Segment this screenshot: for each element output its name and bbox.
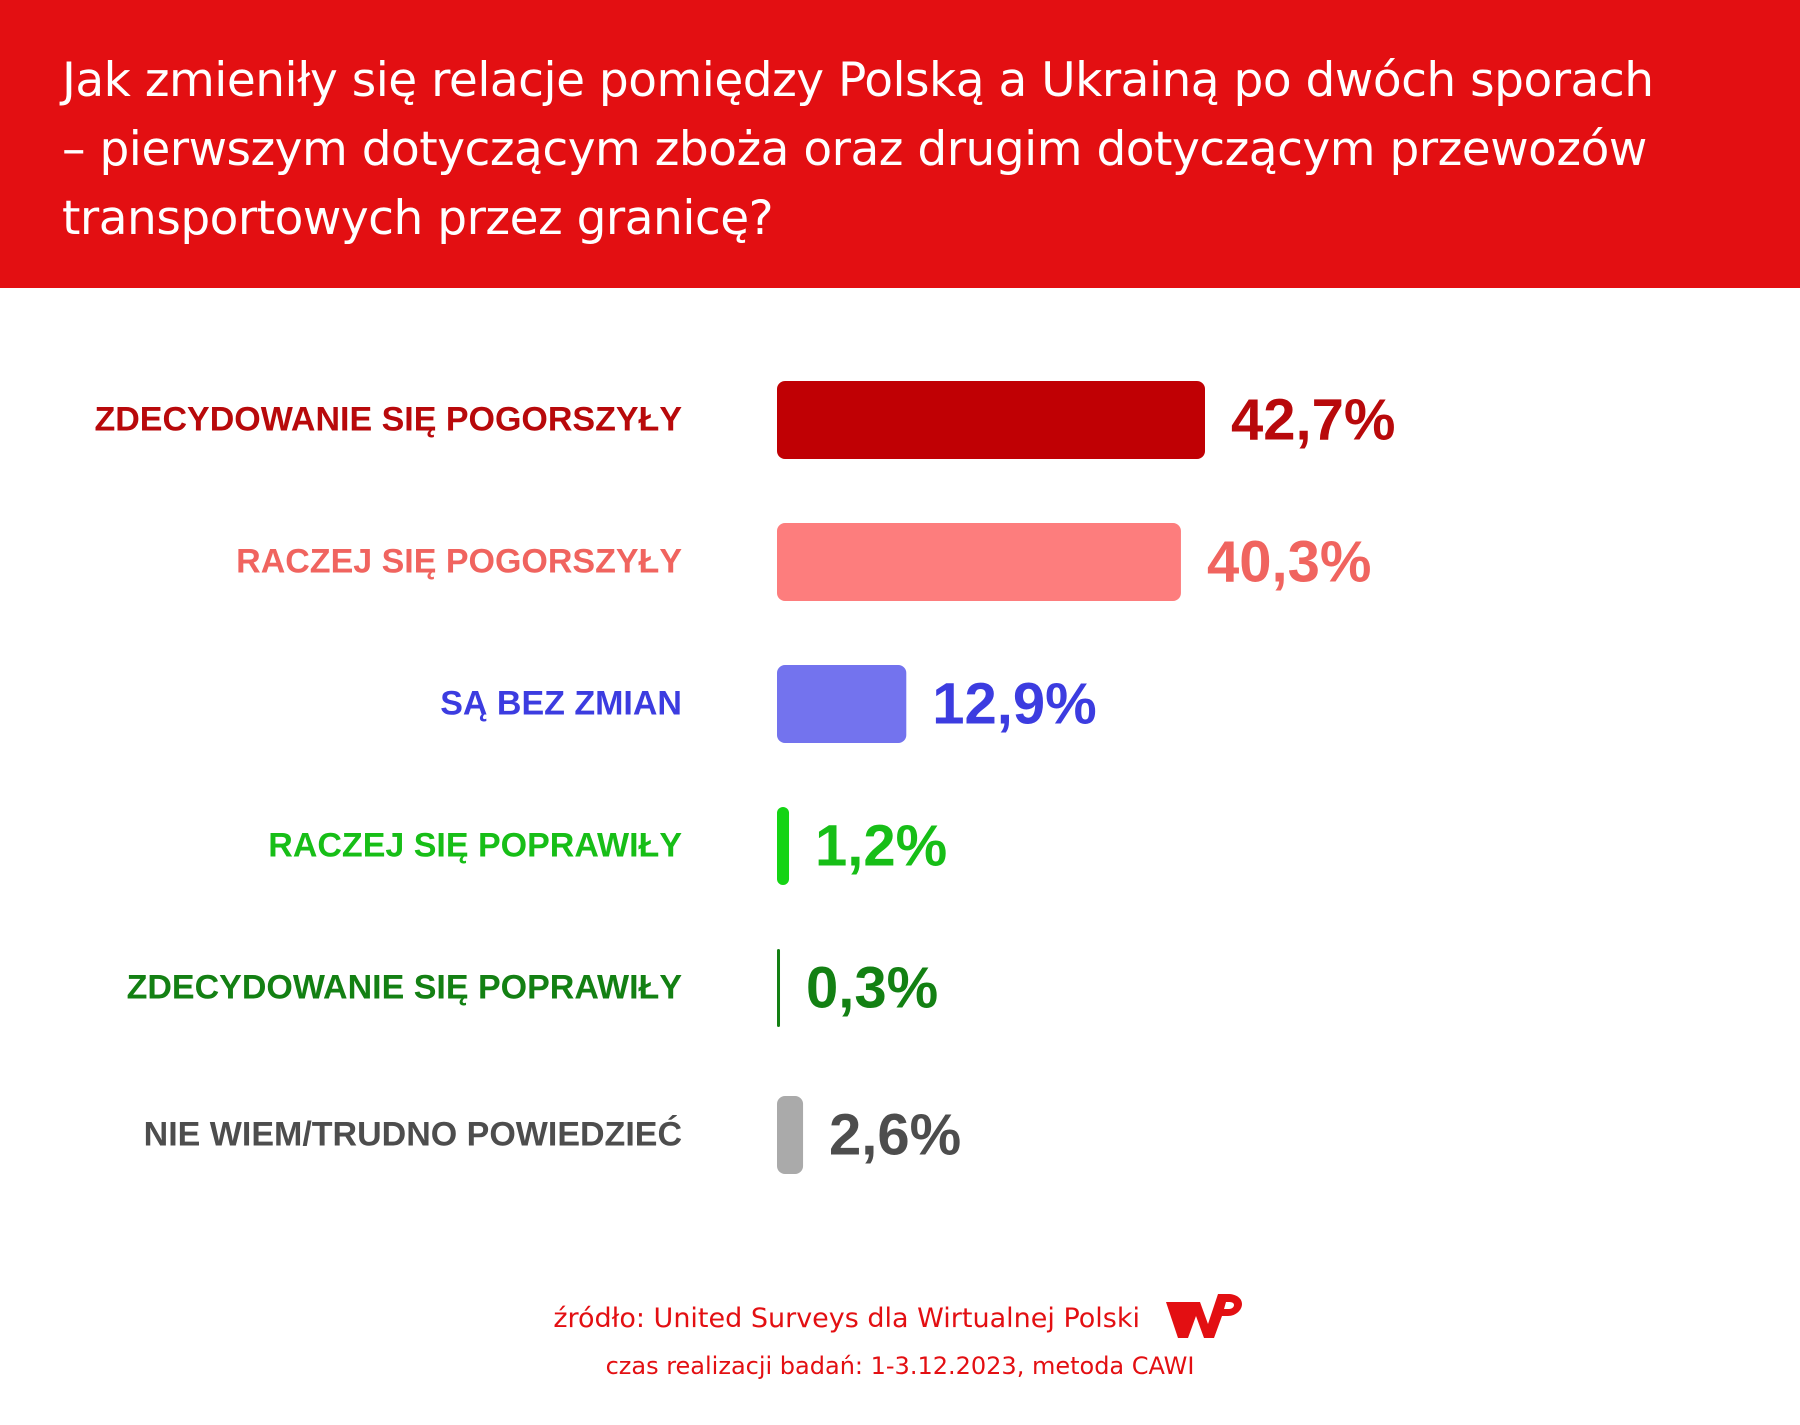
bar-3 xyxy=(777,665,907,743)
value-label-4: 1,2% xyxy=(815,813,948,879)
category-label-2: RACZEJ SIĘ POGORSZYŁY xyxy=(236,542,682,581)
bar-5 xyxy=(777,949,781,1027)
title-line-2: – pierwszym dotyczącym zboża oraz drugim… xyxy=(62,122,1647,177)
survey-meta: czas realizacji badań: 1-3.12.2023, meto… xyxy=(605,1352,1195,1380)
value-label-6: 2,6% xyxy=(829,1102,962,1168)
category-label-6: NIE WIEM/TRUDNO POWIEDZIEĆ xyxy=(143,1115,682,1154)
source-note: źródło: United Surveys dla Wirtualnej Po… xyxy=(553,1302,1140,1334)
bar-1 xyxy=(777,381,1205,459)
footer: źródło: United Surveys dla Wirtualnej Po… xyxy=(0,1290,1800,1410)
bar-2 xyxy=(777,523,1181,601)
category-label-1: ZDECYDOWANIE SIĘ POGORSZYŁY xyxy=(94,400,682,439)
title-line-1: Jak zmieniły się relacje pomiędzy Polską… xyxy=(62,53,1654,108)
bar-chart-svg xyxy=(777,381,1205,1174)
header-banner: Jak zmieniły się relacje pomiędzy Polską… xyxy=(0,0,1800,288)
value-label-3: 12,9% xyxy=(932,671,1097,737)
category-label-5: ZDECYDOWANIE SIĘ POPRAWIŁY xyxy=(126,968,682,1007)
category-label-3: SĄ BEZ ZMIAN xyxy=(440,684,682,723)
wp-logo xyxy=(1166,1294,1242,1338)
title-line-3: transportowych przez granicę? xyxy=(62,191,774,246)
value-label-1: 42,7% xyxy=(1231,387,1396,453)
chart-title: Jak zmieniły się relacje pomiędzy Polską… xyxy=(62,46,1762,253)
bar-4 xyxy=(777,807,790,885)
bar-6 xyxy=(777,1096,804,1174)
value-label-2: 40,3% xyxy=(1206,529,1372,595)
value-label-5: 0,3% xyxy=(806,955,939,1021)
bar-chart: ZDECYDOWANIE SIĘ POGORSZYŁY 42,7% RACZEJ S… xyxy=(0,288,1800,1238)
category-label-4: RACZEJ SIĘ POPRAWIŁY xyxy=(268,826,682,865)
